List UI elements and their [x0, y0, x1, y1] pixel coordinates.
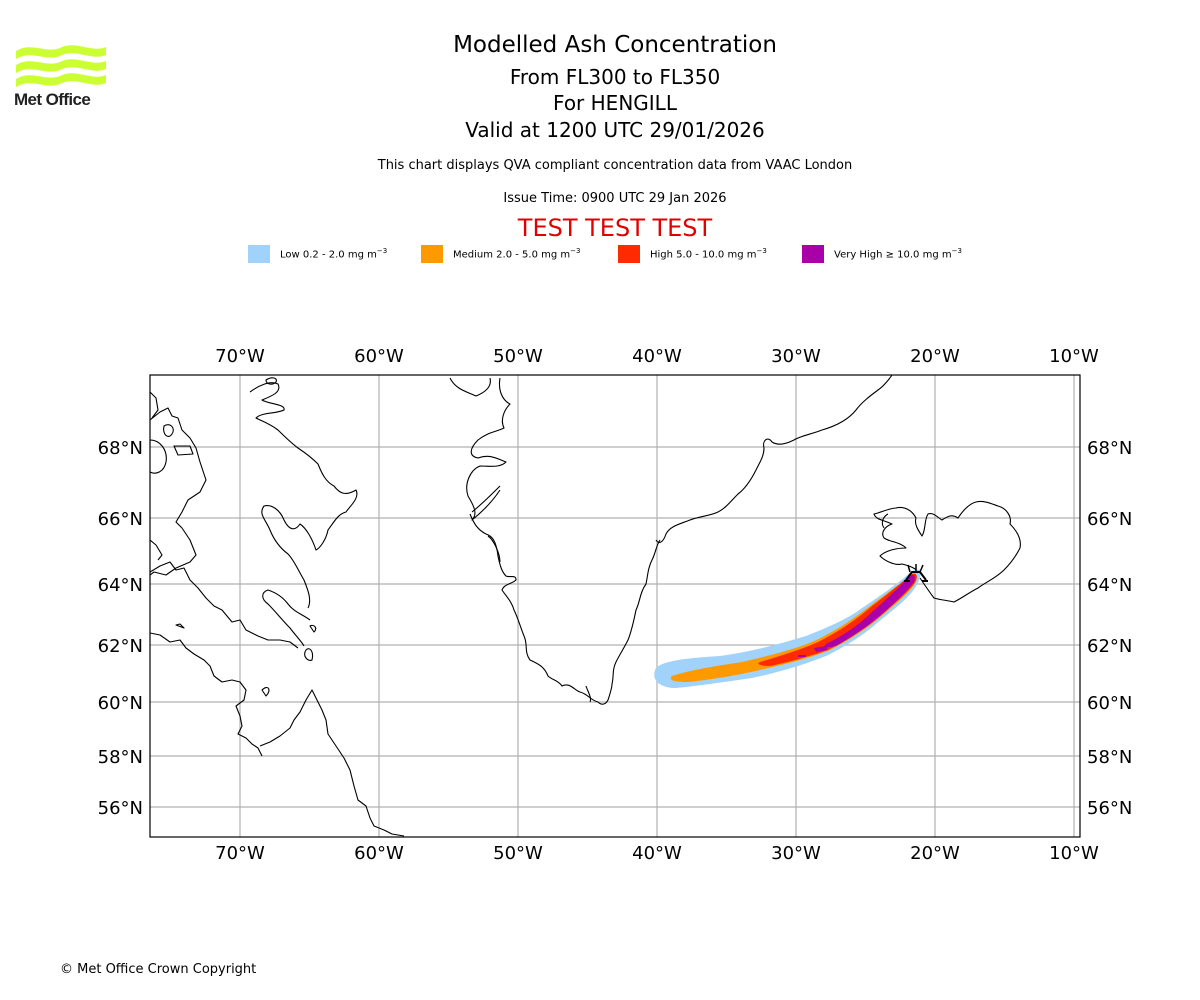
lon-tick-label-top: 70°W [215, 346, 265, 367]
lat-tick-label-left: 60°N [98, 693, 143, 714]
lon-tick-label-bottom: 50°W [493, 843, 543, 864]
lat-tick-label-left: 66°N [98, 509, 143, 530]
coastline-labrador [150, 632, 405, 837]
plume-medium [670, 574, 917, 682]
coastline-baffin-island [249, 382, 358, 647]
legend-label-low: Low 0.2 - 2.0 mg m−3 [280, 247, 388, 261]
lat-tick-label-right: 60°N [1087, 693, 1132, 714]
map-frame [149, 374, 1081, 838]
lon-tick-label-top: 50°W [493, 346, 543, 367]
volcano-name: For HENGILL [553, 91, 677, 115]
lat-tick-label-right: 58°N [1087, 747, 1132, 768]
lon-tick-label-top: 40°W [632, 346, 682, 367]
fjord-2 [487, 535, 501, 563]
island-small-2 [173, 445, 194, 456]
coastline-iceland [873, 500, 1021, 603]
legend-swatch-very-high [802, 245, 824, 263]
lon-tick-label-bottom: 40°W [632, 843, 682, 864]
coastline-baffin-west [150, 391, 207, 576]
legend-item-low: Low 0.2 - 2.0 mg m−3 [248, 244, 387, 264]
iceland-westfjord [881, 513, 889, 529]
legend-label-medium: Medium 2.0 - 5.0 mg m−3 [453, 247, 581, 261]
ash-plume [654, 569, 921, 688]
lat-tick-label-right: 56°N [1087, 798, 1132, 819]
lat-tick-label-right: 66°N [1087, 509, 1132, 530]
logo-wave-2 [16, 59, 106, 73]
legend-item-high: High 5.0 - 10.0 mg m−3 [618, 244, 767, 264]
coastline-foxe [150, 539, 299, 649]
lat-tick-label-right: 64°N [1087, 575, 1132, 596]
chart-title: Modelled Ash Concentration [453, 32, 777, 58]
island-small-5 [265, 377, 277, 385]
lat-tick-label-left: 62°N [98, 636, 143, 657]
island-small-7 [309, 624, 317, 633]
legend-item-very-high: Very High ≥ 10.0 mg m−3 [802, 244, 962, 264]
lon-tick-label-bottom: 70°W [215, 843, 265, 864]
legend-swatch-medium [421, 245, 443, 263]
issue-time: Issue Time: 0900 UTC 29 Jan 2026 [503, 191, 727, 206]
plume-very-high [824, 575, 915, 648]
lon-tick-label-top: 20°W [910, 346, 960, 367]
lat-tick-label-right: 62°N [1087, 636, 1132, 657]
lat-tick-label-left: 58°N [98, 747, 143, 768]
met-office-logo [16, 45, 106, 87]
lon-tick-label-top: 10°W [1049, 346, 1099, 367]
logo-wave-1 [16, 45, 106, 59]
lat-tick-label-left: 56°N [98, 798, 143, 819]
tick-labels: 70°W 70°W 60°W 60°W 50°W 50°W 40°W 40°W 30°W 30°W… [98, 346, 1133, 864]
level-range: From FL300 to FL350 [509, 65, 721, 89]
fjord-1 [471, 485, 501, 513]
volcano-icon [904, 564, 928, 582]
legend-label-very-high: Very High ≥ 10.0 mg m−3 [834, 247, 962, 261]
lon-tick-label-bottom: 10°W [1049, 843, 1099, 864]
legend-swatch-high [618, 245, 640, 263]
lat-tick-label-left: 68°N [98, 438, 143, 459]
plume-low [654, 569, 921, 688]
lon-tick-label-bottom: 60°W [354, 843, 404, 864]
legend-swatch-low [248, 245, 270, 263]
test-banner: TEST TEST TEST [517, 214, 713, 242]
logo-wave-3 [16, 73, 106, 87]
coastline-greenland-west [449, 375, 893, 705]
lon-tick-label-top: 60°W [354, 346, 404, 367]
island-small-4 [175, 623, 185, 629]
fjord-3 [585, 685, 592, 703]
graticule [150, 375, 1080, 837]
island-small-1 [163, 424, 174, 437]
island-small-3 [261, 687, 270, 697]
logo-text: Met Office [14, 90, 91, 109]
lon-tick-label-top: 30°W [771, 346, 821, 367]
subtitle: This chart displays QVA compliant concen… [377, 158, 853, 173]
lon-tick-label-bottom: 30°W [771, 843, 821, 864]
plume-very-high-patch-2 [798, 655, 806, 657]
lon-tick-label-bottom: 20°W [910, 843, 960, 864]
island-small-6 [304, 648, 314, 661]
plume-very-high-patch-1 [814, 646, 828, 652]
coastlines [150, 375, 1021, 837]
lat-tick-label-right: 68°N [1087, 438, 1132, 459]
legend-label-high: High 5.0 - 10.0 mg m−3 [650, 247, 767, 261]
valid-time: Valid at 1200 UTC 29/01/2026 [465, 118, 765, 142]
legend-item-medium: Medium 2.0 - 5.0 mg m−3 [421, 244, 580, 264]
lat-tick-label-left: 64°N [98, 575, 143, 596]
copyright: © Met Office Crown Copyright [60, 962, 257, 977]
